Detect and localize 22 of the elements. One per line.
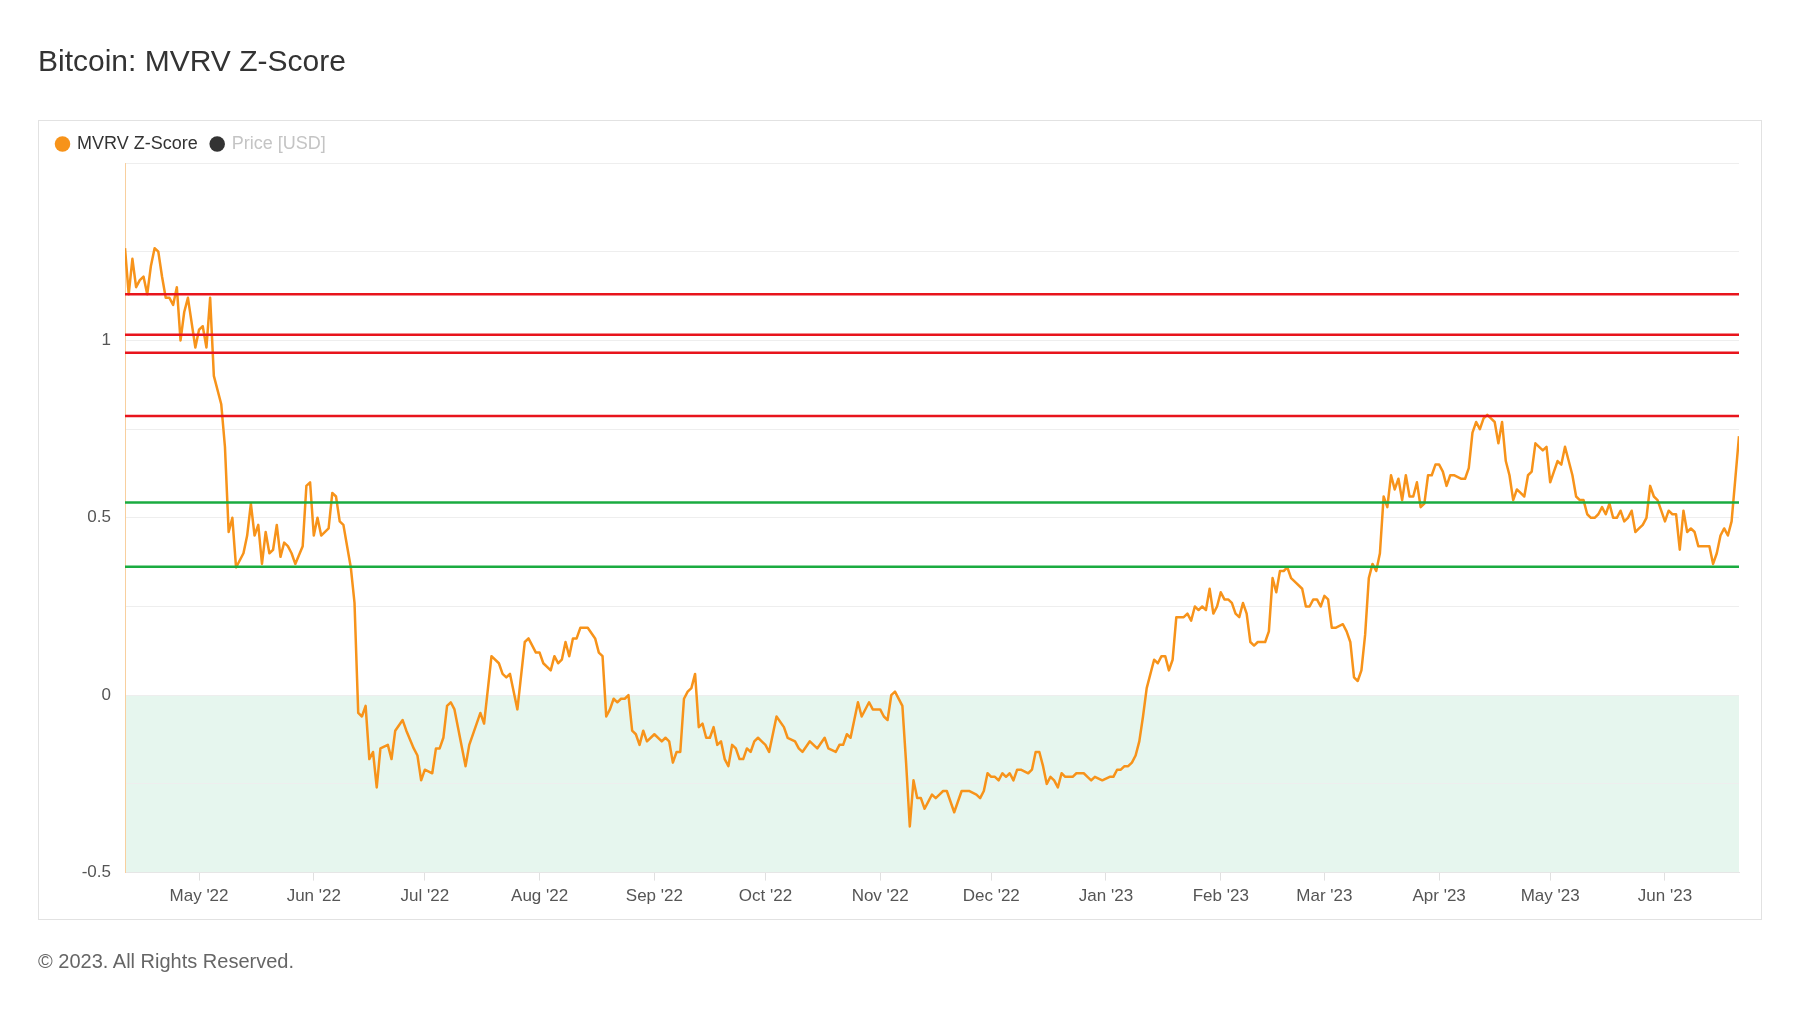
x-tick-label: Jul '22 [400,886,450,906]
x-tick-label: Jun '23 [1637,886,1693,906]
legend-label: Price [USD] [231,132,326,153]
legend-label: MVRV Z-Score [77,132,198,153]
x-tick-label: Aug '22 [511,886,569,906]
x-tick-label: Jun '22 [286,886,341,906]
x-tick-label: Apr '23 [1412,886,1466,906]
x-tick-label: Nov '22 [851,886,909,906]
y-tick-label: 0.5 [87,507,111,527]
x-tick-label: Oct '22 [738,886,793,906]
x-tick-label: Sep '22 [625,886,683,906]
x-tick-label: Dec '22 [962,886,1020,906]
x-tick-label: Mar '23 [1296,886,1353,906]
y-tick-label: 1 [101,330,111,350]
text: © 2023. All Rights Reserved. [38,950,294,973]
x-tick-label: Jan '23 [1078,886,1134,906]
y-tick-label: 0 [101,684,111,704]
y-tick-label: -0.5 [81,862,111,882]
x-tick-label: May '22 [169,886,229,906]
x-tick-label: May '23 [1520,886,1580,906]
chart-title: Bitcoin: MVRV Z-Score [38,44,346,78]
x-tick-label: Feb '23 [1192,886,1249,906]
